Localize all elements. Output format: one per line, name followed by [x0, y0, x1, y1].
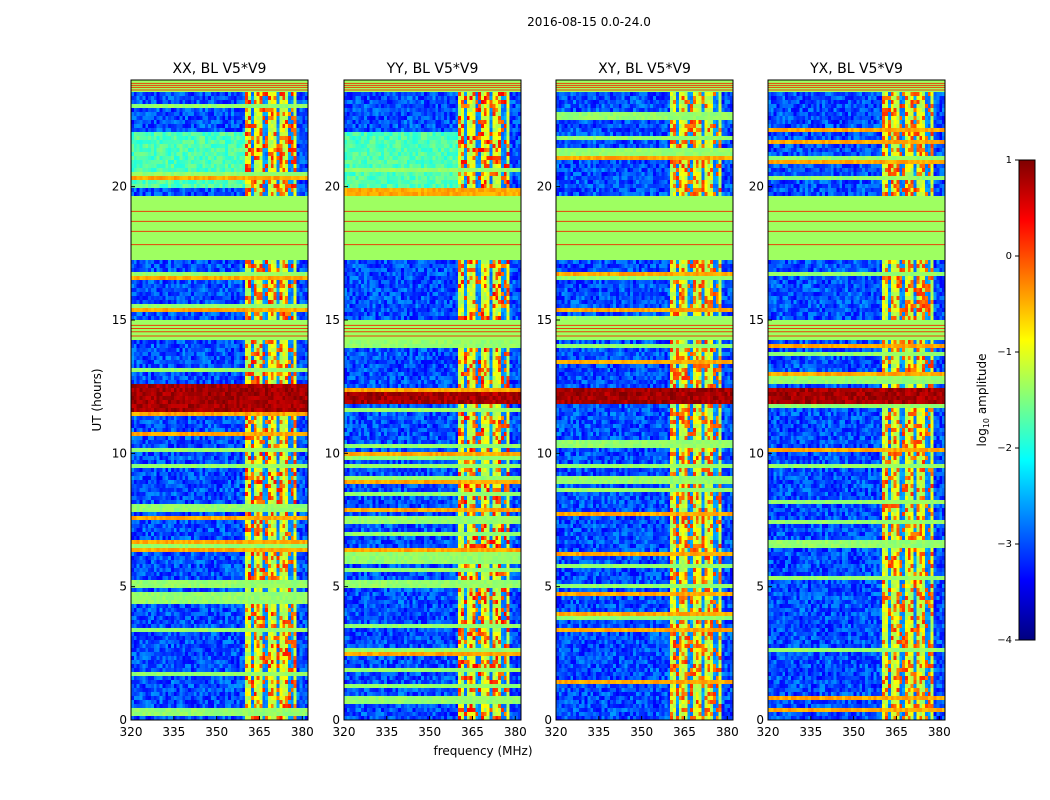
y-tick-label: 5 — [119, 580, 127, 594]
y-tick-label: 10 — [749, 446, 764, 460]
y-axis-label: UT (hours) — [90, 368, 104, 431]
y-tick-label: 0 — [332, 713, 340, 727]
y-tick-label: 20 — [325, 180, 340, 194]
y-tick-label: 5 — [544, 580, 552, 594]
x-tick-label: 350 — [418, 725, 441, 739]
x-tick-label: 335 — [375, 725, 398, 739]
y-tick-label: 20 — [749, 180, 764, 194]
y-tick-label: 20 — [537, 180, 552, 194]
colorbar-tick-label: −2 — [997, 443, 1012, 454]
x-tick-label: 335 — [162, 725, 185, 739]
x-tick-label: 365 — [673, 725, 696, 739]
colorbar-tick-label: 1 — [1006, 155, 1012, 166]
heatmap-panel: YX, BL V5*V9 320 335 350 365 380 0 5 10 15 20 — [749, 61, 951, 739]
y-tick-label: 15 — [749, 313, 764, 327]
x-tick-label: 365 — [885, 725, 908, 739]
x-tick-label: 320 — [545, 725, 568, 739]
colorbar: 10−1−2−3−4 log10 amplitude — [975, 155, 1036, 646]
colorbar-label: log10 amplitude — [975, 354, 991, 447]
colorbar-tick-label: −4 — [997, 635, 1012, 646]
x-tick-label: 380 — [716, 725, 739, 739]
x-tick-label: 335 — [799, 725, 822, 739]
x-tick-label: 365 — [461, 725, 484, 739]
x-tick-label: 365 — [248, 725, 271, 739]
x-tick-label: 380 — [504, 725, 527, 739]
x-tick-label: 350 — [842, 725, 865, 739]
heatmap-panel: XY, BL V5*V9 320 335 350 365 380 0 5 10 15 20 — [537, 61, 739, 739]
colorbar-gradient — [1018, 159, 1036, 641]
panel-frame — [130, 79, 309, 721]
figure-suptitle: 2016-08-15 0.0-24.0 — [527, 15, 651, 29]
heatmap-panel: YY, BL V5*V9 320 335 350 365 380 0 5 10 15 20 — [325, 61, 527, 739]
y-tick-label: 15 — [325, 313, 340, 327]
y-tick-label: 10 — [325, 446, 340, 460]
y-tick-label: 0 — [119, 713, 127, 727]
x-tick-label: 335 — [587, 725, 610, 739]
colorbar-label-prefix: log — [975, 428, 989, 446]
panel-frame — [555, 79, 734, 721]
heatmap-panel: XX, BL V5*V9 320 335 350 365 380 0 5 10 15 20 — [112, 61, 314, 739]
colorbar-label-suffix: amplitude — [975, 354, 989, 418]
panel-frame — [767, 79, 946, 721]
heatmap-image — [556, 80, 733, 720]
y-tick-label: 0 — [756, 713, 764, 727]
y-tick-label: 15 — [112, 313, 127, 327]
x-axis-label: frequency (MHz) — [433, 744, 532, 758]
panel-title: YY, BL V5*V9 — [386, 61, 479, 77]
x-tick-label: 380 — [291, 725, 314, 739]
panel-title: YX, BL V5*V9 — [809, 61, 903, 77]
heatmap-image — [344, 80, 521, 720]
x-tick-label: 320 — [120, 725, 143, 739]
panel-frame — [343, 79, 522, 721]
y-tick-label: 5 — [332, 580, 340, 594]
x-tick-label: 320 — [757, 725, 780, 739]
y-tick-label: 5 — [756, 580, 764, 594]
x-tick-label: 350 — [205, 725, 228, 739]
y-tick-label: 20 — [112, 180, 127, 194]
heatmap-image — [768, 80, 945, 720]
y-tick-label: 15 — [537, 313, 552, 327]
colorbar-label-subscript: 10 — [982, 418, 991, 428]
y-tick-label: 0 — [544, 713, 552, 727]
x-tick-label: 350 — [630, 725, 653, 739]
x-tick-label: 320 — [333, 725, 356, 739]
y-tick-label: 10 — [537, 446, 552, 460]
colorbar-tick-label: −1 — [997, 347, 1012, 358]
colorbar-tick-label: 0 — [1006, 251, 1012, 262]
colorbar-tick-label: −3 — [997, 539, 1012, 550]
panel-title: XX, BL V5*V9 — [173, 61, 267, 77]
panel-title: XY, BL V5*V9 — [598, 61, 691, 77]
y-tick-label: 10 — [112, 446, 127, 460]
heatmap-image — [131, 80, 308, 720]
x-tick-label: 380 — [928, 725, 951, 739]
